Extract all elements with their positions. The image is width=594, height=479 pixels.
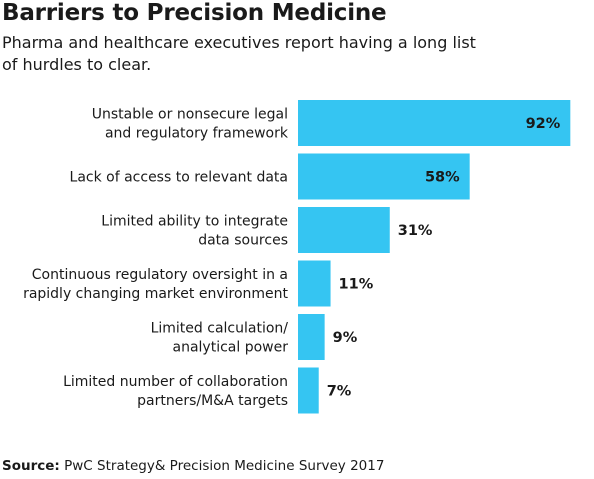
value-label-4: 9%: [333, 330, 358, 346]
source-text: PwC Strategy& Precision Medicine Survey …: [64, 458, 385, 474]
bar-5: [298, 367, 319, 414]
category-label-line: Continuous regulatory oversight in a: [32, 267, 288, 283]
category-label-2: Limited ability to integrate data sources: [101, 214, 288, 249]
category-label-line: Unstable or nonsecure legal: [92, 107, 288, 123]
chart-subtitle: Pharma and healthcare executives report …: [2, 33, 476, 74]
category-label-line: rapidly changing market environment: [23, 286, 288, 302]
value-label-1: 58%: [425, 170, 460, 186]
chart-title: Barriers to Precision Medicine: [2, 0, 387, 26]
category-label-line: Limited calculation/: [151, 321, 289, 337]
category-label-3: Continuous regulatory oversight in a rapi…: [23, 267, 288, 302]
bar-3: [298, 260, 331, 307]
category-label-line: data sources: [198, 233, 288, 249]
value-label-2: 31%: [398, 223, 433, 239]
category-label-line: Limited ability to integrate: [101, 214, 288, 230]
category-label-line: partners/M&A targets: [137, 393, 288, 409]
category-label-4: Limited calculation/analytical power: [151, 321, 289, 356]
category-label-line: Limited number of collaboration: [63, 374, 288, 390]
category-label-1: Lack of access to relevant data: [70, 170, 288, 186]
category-label-line: Lack of access to relevant data: [70, 170, 288, 186]
bar-2: [298, 207, 390, 253]
value-label-3: 11%: [339, 277, 374, 293]
bar-4: [298, 314, 325, 360]
category-label-0: Unstable or nonsecure legal and regulator…: [92, 107, 289, 142]
bar-0: [298, 100, 571, 146]
source-note: Source: PwC Strategy& Precision Medicine…: [2, 458, 384, 474]
value-label-5: 7%: [327, 384, 352, 400]
value-label-0: 92%: [526, 116, 561, 132]
category-label-5: Limited number of collaboration partners/…: [63, 374, 288, 409]
bar-1: [298, 153, 470, 200]
category-label-line: analytical power: [173, 340, 289, 356]
category-label-line: and regulatory framework: [105, 126, 289, 142]
source-label: Source:: [2, 458, 60, 474]
